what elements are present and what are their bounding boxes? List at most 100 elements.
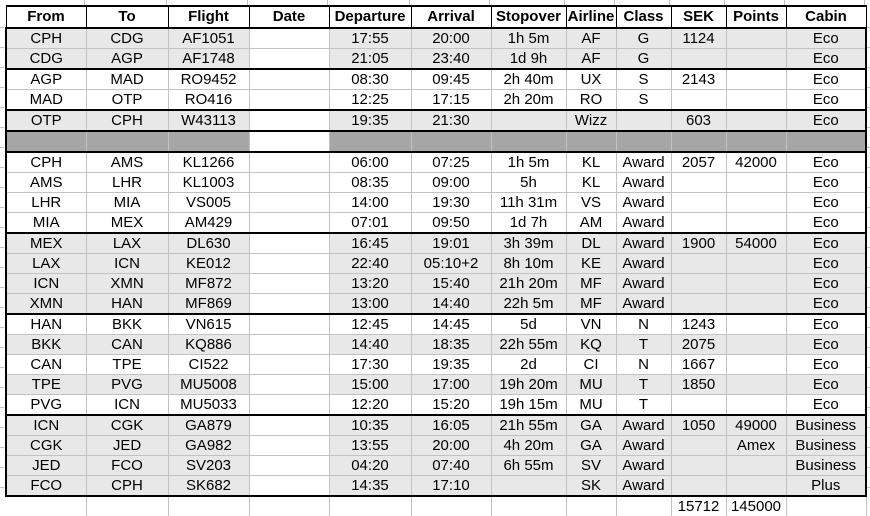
cell-airline[interactable]: CI [566,354,617,375]
cell-to[interactable]: CPH [86,475,169,497]
cell-airline[interactable]: MU [566,374,617,395]
cell-departure[interactable]: 17:30 [329,354,412,375]
cell-flight[interactable]: DL630 [168,233,250,254]
cell-date[interactable] [249,89,330,111]
cell-points[interactable] [726,354,787,375]
cell-sek[interactable] [671,435,727,456]
cell-departure[interactable]: 07:01 [329,212,412,234]
cell-sek[interactable] [671,192,727,213]
cell-departure[interactable]: 13:00 [329,293,412,315]
cell-class[interactable]: T [616,374,672,395]
cell-sek[interactable] [671,131,727,153]
cell-sek[interactable]: 2057 [671,152,727,173]
cell-departure[interactable]: 12:20 [329,394,412,416]
cell-departure[interactable]: 04:20 [329,455,412,476]
cell-sek[interactable]: 1050 [671,415,727,436]
cell-date[interactable] [249,212,330,234]
cell-departure[interactable]: 14:00 [329,192,412,213]
cell-to[interactable]: MIA [86,192,169,213]
cell-airline[interactable]: AF [566,28,617,49]
cell-airline[interactable] [566,496,617,516]
cell-stopover[interactable]: 22h 5m [491,293,567,315]
cell-arrival[interactable]: 16:05 [411,415,492,436]
cell-arrival[interactable]: 17:00 [411,374,492,395]
cell-airline[interactable]: KE [566,253,617,274]
cell-date[interactable] [249,69,330,90]
cell-airline[interactable]: GA [566,435,617,456]
cell-flight[interactable]: W43113 [168,110,250,132]
cell-sek[interactable] [671,273,727,294]
cell-stopover[interactable]: 2h 20m [491,89,567,111]
cell-cabin[interactable]: Eco [786,273,867,294]
cell-arrival[interactable]: 18:35 [411,334,492,355]
cell-from[interactable]: TPE [5,374,87,395]
cell-from[interactable]: LAX [5,253,87,274]
cell-date[interactable] [249,475,330,497]
cell-flight[interactable]: SV203 [168,455,250,476]
cell-sek[interactable] [671,172,727,193]
header-departure[interactable]: Departure [328,5,412,29]
cell-arrival[interactable]: 15:40 [411,273,492,294]
cell-points[interactable] [726,293,787,315]
cell-cabin[interactable] [786,131,867,153]
cell-from[interactable] [5,131,87,153]
cell-flight[interactable]: KL1003 [168,172,250,193]
cell-arrival[interactable] [411,496,492,516]
cell-cabin[interactable]: Eco [786,293,867,315]
cell-sek[interactable]: 2143 [671,69,727,90]
cell-arrival[interactable]: 20:00 [411,435,492,456]
cell-points[interactable] [726,48,787,70]
cell-airline[interactable]: KQ [566,334,617,355]
cell-arrival[interactable]: 20:00 [411,28,492,49]
cell-date[interactable] [249,131,330,153]
cell-arrival[interactable]: 07:40 [411,455,492,476]
cell-stopover[interactable]: 2h 40m [491,69,567,90]
cell-flight[interactable]: MF869 [168,293,250,315]
cell-stopover[interactable]: 2d [491,354,567,375]
cell-sek[interactable]: 1124 [671,28,727,49]
cell-airline[interactable]: DL [566,233,617,254]
cell-airline[interactable]: MF [566,293,617,315]
cell-points[interactable] [726,172,787,193]
cell-airline[interactable]: Wizz [566,110,617,132]
cell-stopover[interactable]: 19h 20m [491,374,567,395]
cell-to[interactable]: CPH [86,110,169,132]
cell-date[interactable] [249,314,330,335]
cell-flight[interactable]: MU5008 [168,374,250,395]
cell-cabin[interactable]: Business [786,455,867,476]
cell-flight[interactable]: AM429 [168,212,250,234]
cell-stopover[interactable]: 1h 5m [491,28,567,49]
cell-sek[interactable]: 2075 [671,334,727,355]
cell-sek[interactable] [671,475,727,497]
cell-flight[interactable] [168,131,250,153]
cell-cabin[interactable]: Business [786,435,867,456]
cell-departure[interactable]: 12:25 [329,89,412,111]
cell-stopover[interactable]: 4h 20m [491,435,567,456]
cell-flight[interactable]: RO416 [168,89,250,111]
cell-points[interactable] [726,374,787,395]
cell-airline[interactable] [566,131,617,153]
cell-sek[interactable] [671,253,727,274]
cell-arrival[interactable]: 19:01 [411,233,492,254]
cell-departure[interactable]: 17:55 [329,28,412,49]
cell-class[interactable]: Award [616,435,672,456]
cell-flight[interactable]: GA879 [168,415,250,436]
cell-from[interactable]: HAN [5,314,87,335]
cell-arrival[interactable]: 09:45 [411,69,492,90]
header-date[interactable]: Date [248,5,330,29]
cell-arrival[interactable]: 17:15 [411,89,492,111]
cell-sek[interactable] [671,455,727,476]
cell-from[interactable]: AGP [5,69,87,90]
cell-arrival[interactable]: 05:10+2 [411,253,492,274]
header-airline[interactable]: Airline [565,5,617,29]
cell-departure[interactable]: 08:30 [329,69,412,90]
cell-airline[interactable]: GA [566,415,617,436]
cell-date[interactable] [249,233,330,254]
cell-date[interactable] [249,334,330,355]
cell-stopover[interactable]: 5h [491,172,567,193]
cell-points[interactable]: 54000 [726,233,787,254]
cell-from[interactable]: MAD [5,89,87,111]
cell-departure[interactable] [329,131,412,153]
cell-flight[interactable]: MU5033 [168,394,250,416]
cell-sek[interactable]: 15712 [671,496,727,516]
